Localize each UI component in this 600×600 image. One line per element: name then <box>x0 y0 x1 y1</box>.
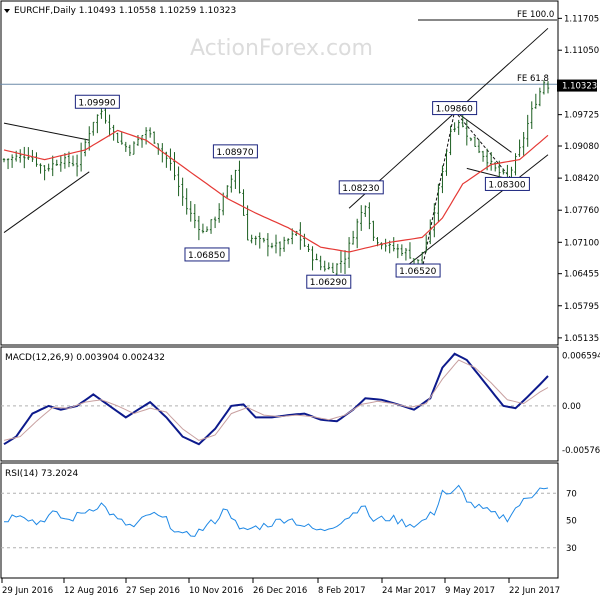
trendline <box>3 122 90 141</box>
macd-axis: 0.006594 0.00 -0.00576 <box>562 351 600 456</box>
time-tick-label: 24 Mar 2017 <box>382 586 436 596</box>
price-callout: 1.08970 <box>212 144 258 159</box>
price-tick-label: 1.07100 <box>564 238 599 248</box>
rsi-tick-label: 70 <box>566 489 577 499</box>
price-callout: 1.06520 <box>395 263 441 278</box>
price-callout: 1.09860 <box>432 101 478 116</box>
rsi-tick-label: 50 <box>566 517 577 527</box>
moving-average <box>3 129 549 253</box>
trendline <box>405 154 549 268</box>
watermark: ActionForex.com <box>190 36 373 61</box>
rsi-line <box>1 484 557 549</box>
price-tick-label: 1.09080 <box>564 142 599 152</box>
macd-lines <box>1 352 557 446</box>
callout-box <box>212 144 258 159</box>
time-tick-label: 27 Sep 2016 <box>126 586 180 596</box>
callout-box <box>338 180 384 195</box>
price-pane <box>0 0 559 346</box>
price-tick-label: 1.08420 <box>564 174 599 184</box>
price-callout: 1.06290 <box>306 274 352 289</box>
price-tick-label: 1.07760 <box>564 206 599 216</box>
price-callout: 1.08300 <box>484 176 530 191</box>
price-tick-label: 1.05795 <box>564 302 599 312</box>
callout-box <box>484 176 530 191</box>
callout-label: 1.09860 <box>436 105 473 115</box>
time-tick-label: 29 Jun 2016 <box>2 586 53 596</box>
signal-line <box>3 359 549 441</box>
callout-label: 1.08230 <box>342 184 379 194</box>
rsi-pane-header: RSI(14) 73.2024 <box>5 469 78 479</box>
price-tick-label: 1.09725 <box>564 111 599 121</box>
callout-label: 1.08970 <box>216 148 253 158</box>
trendline <box>3 171 90 233</box>
price-callout: 1.06850 <box>184 247 230 262</box>
callout-box <box>184 247 230 262</box>
trendline <box>454 110 512 153</box>
callout-label: 1.06850 <box>188 251 225 261</box>
time-tick-label: 22 Jun 2017 <box>509 586 560 596</box>
candles <box>2 80 550 278</box>
time-tick-label: 26 Dec 2016 <box>253 586 307 596</box>
macd-tick-label: -0.00576 <box>562 446 600 456</box>
rsi-axis: 70 50 30 <box>566 489 577 554</box>
macd-tick-label: 0.00 <box>562 402 581 412</box>
price-callouts: 1.09990 1.08970 1.06850 1.06290 1.08230 1.065… <box>74 94 530 289</box>
macd-pane-header: MACD(12,26,9) 0.003904 0.002432 <box>5 353 165 363</box>
macd-pane <box>0 346 559 462</box>
ma-line <box>3 129 549 253</box>
dropdown-arrow-icon[interactable] <box>4 9 10 13</box>
rsi-pane <box>0 462 559 579</box>
callout-label: 1.06290 <box>310 278 347 288</box>
last-price-box <box>557 79 597 92</box>
time-tick-label: 12 Aug 2016 <box>64 586 118 596</box>
time-tick-label: 9 May 2017 <box>445 586 495 596</box>
last-price-label: 1.10323 <box>562 82 597 92</box>
price-tick-label: 1.11050 <box>564 46 599 56</box>
callout-box <box>395 263 441 278</box>
price-tick-label: 1.05135 <box>564 334 599 344</box>
callout-label: 1.06520 <box>399 267 436 277</box>
price-callout: 1.09990 <box>74 94 120 109</box>
price-axis: 1.11705 1.11050 1.10323 1.09725 1.09080 1.084… <box>557 14 599 344</box>
macd-tick-label: 0.006594 <box>562 351 600 361</box>
fib-label: FE 61.8 <box>517 74 549 84</box>
price-tick-label: 1.11705 <box>564 14 599 24</box>
fib-label: FE 100.0 <box>517 10 554 20</box>
callout-box <box>74 94 120 109</box>
callout-label: 1.08300 <box>488 180 525 190</box>
fibonacci-lines: FE 100.0 FE 61.8 <box>0 10 557 85</box>
callout-label: 1.09990 <box>78 98 115 108</box>
time-axis: 29 Jun 2016 12 Aug 2016 27 Sep 2016 10 Nov … <box>1 578 560 596</box>
rsi-tick-label: 30 <box>566 544 577 554</box>
callout-box <box>432 101 478 116</box>
time-tick-label: 10 Nov 2016 <box>189 586 243 596</box>
trendline <box>348 27 549 209</box>
rsi-series-line <box>3 484 549 537</box>
time-tick-label: 8 Feb 2017 <box>318 586 366 596</box>
price-pane-header: EURCHF,Daily 1.10493 1.10558 1.10259 1.1… <box>14 6 236 16</box>
price-callout: 1.08230 <box>338 180 384 195</box>
callout-box <box>306 274 352 289</box>
price-tick-label: 1.06455 <box>564 270 599 280</box>
